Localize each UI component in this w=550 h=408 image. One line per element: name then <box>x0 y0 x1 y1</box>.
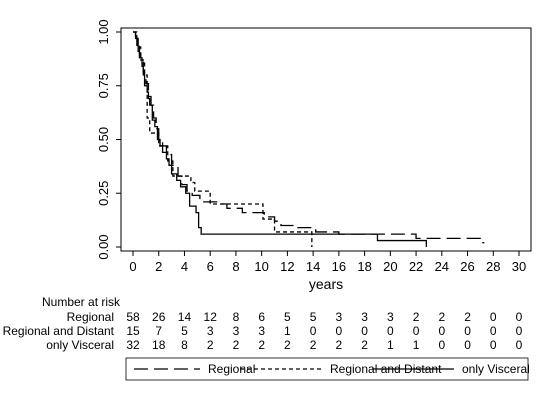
risk-value: 2 <box>336 338 343 352</box>
y-tick-label: 1.00 <box>96 19 111 44</box>
x-tick-label: 28 <box>486 259 500 274</box>
risk-value: 0 <box>464 324 471 338</box>
x-tick-label: 16 <box>332 259 346 274</box>
risk-value: 58 <box>126 310 140 324</box>
risk-value: 8 <box>181 338 188 352</box>
x-tick-label: 30 <box>512 259 526 274</box>
y-tick-label: 0.25 <box>96 181 111 206</box>
risk-row-label: only Visceral <box>46 338 114 352</box>
x-tick-label: 8 <box>232 259 239 274</box>
risk-row-label: Regional and Distant <box>3 324 115 338</box>
risk-value: 3 <box>361 310 368 324</box>
risk-value: 18 <box>152 338 166 352</box>
risk-value: 2 <box>284 338 291 352</box>
risk-value: 0 <box>438 338 445 352</box>
risk-value: 0 <box>387 324 394 338</box>
risk-value: 3 <box>207 324 214 338</box>
series-line-regional-and-distant <box>133 31 313 247</box>
risk-value: 2 <box>258 338 265 352</box>
x-tick-label: 4 <box>181 259 188 274</box>
risk-value: 12 <box>204 310 218 324</box>
x-tick-label: 12 <box>280 259 294 274</box>
risk-value: 3 <box>387 310 394 324</box>
series-line-regional <box>133 31 485 244</box>
risk-value: 0 <box>336 324 343 338</box>
series-line-only-visceral <box>133 31 428 247</box>
risk-value: 0 <box>413 324 420 338</box>
risk-value: 0 <box>490 324 497 338</box>
risk-value: 1 <box>387 338 394 352</box>
risk-value: 7 <box>155 324 162 338</box>
risk-value: 3 <box>258 324 265 338</box>
risk-value: 26 <box>152 310 166 324</box>
risk-value: 15 <box>126 324 140 338</box>
risk-value: 0 <box>516 338 523 352</box>
plot-frame <box>120 27 532 252</box>
legend-label: only Visceral <box>462 362 530 376</box>
risk-value: 2 <box>361 338 368 352</box>
risk-value: 0 <box>490 338 497 352</box>
y-tick-label: 0.75 <box>96 73 111 98</box>
risk-value: 0 <box>310 324 317 338</box>
x-tick-label: 18 <box>357 259 371 274</box>
x-tick-label: 22 <box>409 259 423 274</box>
x-tick-label: 0 <box>129 259 136 274</box>
risk-value: 3 <box>336 310 343 324</box>
x-tick-label: 20 <box>383 259 397 274</box>
risk-value: 0 <box>438 324 445 338</box>
risk-value: 5 <box>310 310 317 324</box>
x-tick-label: 24 <box>435 259 449 274</box>
risk-value: 2 <box>438 310 445 324</box>
y-tick-label: 0.50 <box>96 127 111 152</box>
risk-row-label: Regional <box>67 310 114 324</box>
risk-value: 14 <box>178 310 192 324</box>
risk-value: 2 <box>207 338 214 352</box>
risk-value: 2 <box>310 338 317 352</box>
risk-value: 0 <box>516 310 523 324</box>
risk-table-heading: Number at risk <box>42 295 121 309</box>
x-tick-label: 6 <box>207 259 214 274</box>
risk-value: 32 <box>126 338 140 352</box>
risk-value: 2 <box>464 310 471 324</box>
x-tick-label: 2 <box>155 259 162 274</box>
risk-value: 1 <box>413 338 420 352</box>
risk-value: 5 <box>284 310 291 324</box>
risk-value: 2 <box>233 338 240 352</box>
risk-value: 0 <box>361 324 368 338</box>
risk-value: 0 <box>490 310 497 324</box>
risk-value: 8 <box>233 310 240 324</box>
x-tick-label: 26 <box>460 259 474 274</box>
risk-value: 6 <box>258 310 265 324</box>
risk-value: 2 <box>413 310 420 324</box>
x-axis-label: years <box>309 276 343 292</box>
x-tick-label: 14 <box>306 259 320 274</box>
risk-value: 3 <box>233 324 240 338</box>
risk-value: 0 <box>516 324 523 338</box>
x-tick-label: 10 <box>254 259 268 274</box>
risk-value: 5 <box>181 324 188 338</box>
legend-box <box>125 357 529 381</box>
risk-value: 0 <box>464 338 471 352</box>
y-tick-label: 0.00 <box>96 234 111 259</box>
legend-label: Regional <box>208 362 255 376</box>
risk-value: 1 <box>284 324 291 338</box>
